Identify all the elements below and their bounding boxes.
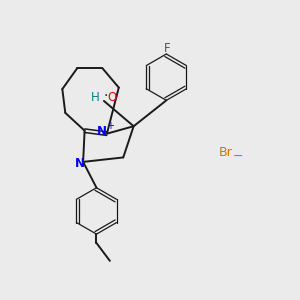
- Text: ·: ·: [103, 88, 108, 103]
- Text: −: −: [232, 149, 243, 162]
- Text: Br: Br: [219, 146, 233, 160]
- Text: N: N: [97, 125, 106, 138]
- Text: F: F: [164, 42, 170, 55]
- Text: O: O: [108, 92, 117, 104]
- Text: N: N: [75, 157, 85, 170]
- Text: +: +: [106, 121, 115, 131]
- Text: H: H: [91, 92, 99, 104]
